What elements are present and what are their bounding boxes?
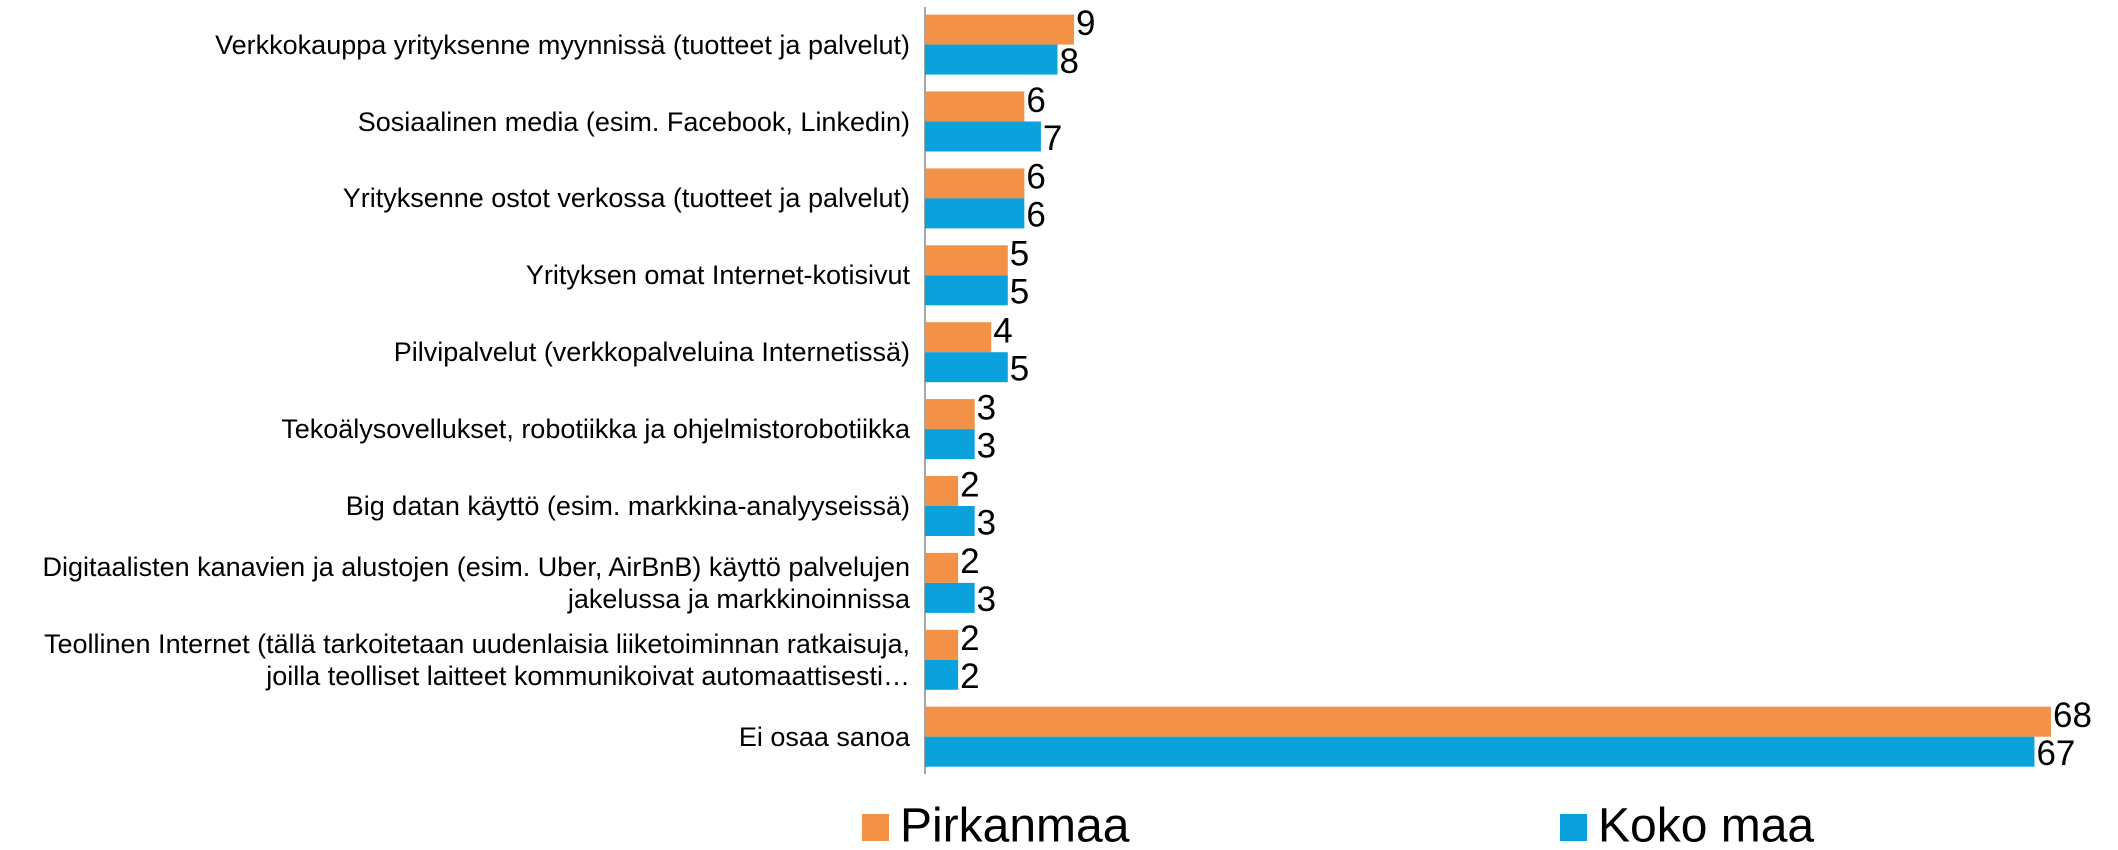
- category-label: Sosiaalinen media (esim. Facebook, Linke…: [357, 106, 910, 137]
- data-label: 9: [1076, 4, 1095, 43]
- data-label: 6: [1026, 81, 1045, 120]
- data-label: 6: [1026, 196, 1045, 235]
- bar: [925, 659, 959, 690]
- category-label: Ei osaa sanoa: [738, 721, 910, 752]
- bar: [925, 706, 2051, 737]
- bar: [925, 14, 1075, 45]
- bar: [925, 198, 1025, 229]
- bar: [925, 275, 1008, 306]
- data-label: 5: [1010, 273, 1029, 312]
- data-label: 5: [1010, 235, 1029, 274]
- bar: [925, 476, 959, 506]
- bar: [925, 429, 975, 460]
- category-label: Pilvipalvelut (verkkopalveluina Internet…: [393, 337, 910, 368]
- bar: [925, 245, 1008, 276]
- category-label: Teollinen Internet (tällä tarkoitetaan u…: [43, 628, 910, 691]
- category-label: Big datan käyttö (esim. markkina-analyys…: [345, 491, 910, 521]
- data-label: 2: [960, 619, 979, 658]
- data-label: 2: [960, 657, 979, 696]
- data-label: 7: [1043, 119, 1062, 158]
- bar: [925, 582, 975, 613]
- data-label: 67: [2036, 734, 2075, 773]
- data-label: 5: [1010, 349, 1029, 388]
- legend-label: Koko maa: [1598, 800, 1814, 850]
- bar: [925, 121, 1041, 152]
- bar: [925, 506, 975, 536]
- category-label: Tekoälysovellukset, robotiikka ja ohjelm…: [281, 414, 910, 445]
- legend-swatch: [1560, 814, 1587, 841]
- data-label: 6: [1026, 158, 1045, 197]
- legend-swatch: [862, 814, 889, 841]
- data-label: 3: [977, 580, 996, 619]
- data-label: 4: [993, 311, 1012, 350]
- bar: [925, 322, 992, 353]
- bar: [925, 44, 1058, 75]
- category-label: Verkkokauppa yrityksenne myynnissä (tuot…: [215, 29, 910, 60]
- legend-label: Pirkanmaa: [900, 800, 1130, 850]
- bar: [925, 629, 959, 660]
- bar: [925, 399, 975, 430]
- data-label: 8: [1059, 42, 1078, 81]
- category-label: Yrityksen omat Internet-kotisivut: [525, 260, 910, 291]
- data-label: 3: [977, 503, 996, 542]
- bar: [925, 552, 959, 583]
- data-label: 2: [960, 542, 979, 581]
- data-label: 2: [960, 465, 979, 504]
- data-label: 3: [977, 388, 996, 427]
- bar: [925, 91, 1025, 122]
- data-label: 68: [2053, 696, 2092, 735]
- bar: [925, 352, 1008, 383]
- category-label: Yrityksenne ostot verkossa (tuotteet ja …: [342, 183, 910, 214]
- bar: [925, 736, 2035, 767]
- data-label: 3: [977, 426, 996, 465]
- bar: [925, 168, 1025, 199]
- category-label: Digitaalisten kanavien ja alustojen (esi…: [42, 551, 910, 614]
